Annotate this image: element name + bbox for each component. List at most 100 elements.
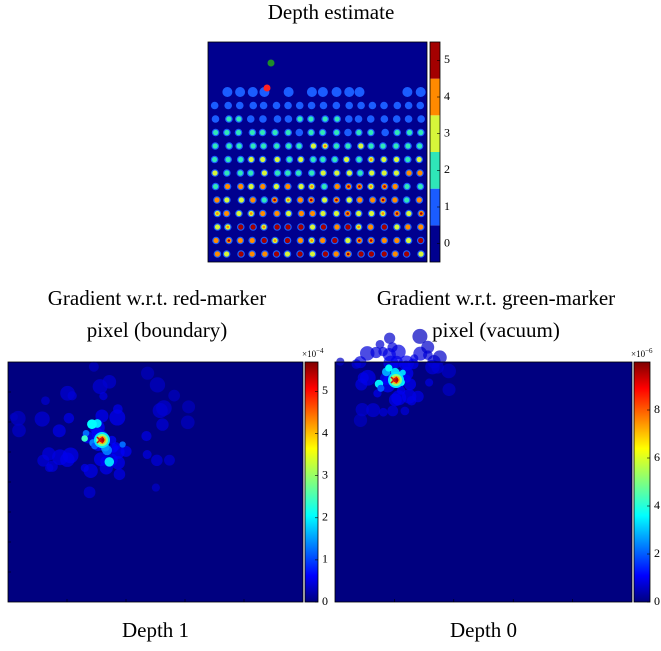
depth-blob-core: [250, 239, 254, 242]
depth-blob-core: [225, 198, 229, 202]
depth-blob-core: [272, 129, 278, 136]
colorbar-gradient: [305, 362, 318, 602]
depth-blob-core: [335, 171, 339, 175]
gradient-haze: [95, 409, 109, 423]
depth-blob-core: [274, 143, 280, 149]
depth-blob: [402, 87, 413, 97]
colorbar-frame: [633, 361, 651, 603]
gradient-haze: [140, 366, 155, 380]
depth-blob-core: [417, 198, 421, 202]
depth-blob-core: [299, 198, 302, 202]
depth-blob-core: [356, 156, 362, 163]
depth-blob-core: [419, 225, 423, 229]
depth-blob-core: [311, 225, 314, 229]
gradient-haze: [42, 447, 56, 461]
depth-blob-core: [273, 239, 277, 242]
depth-blob-core: [310, 239, 313, 242]
depth-blob-core: [309, 198, 313, 202]
colorbar-tick-label: 3: [322, 467, 328, 481]
plot-frame: [334, 361, 633, 603]
gradient-haze: [441, 363, 456, 379]
depth-blob: [404, 101, 413, 110]
depth-blob-core: [405, 156, 411, 163]
depth-blob-core: [405, 143, 411, 149]
gradient-haze: [60, 452, 75, 467]
depth-blob-core: [335, 185, 339, 188]
depth-blob-core: [212, 143, 218, 149]
gradient-haze: [168, 389, 181, 402]
gradient-blob: [81, 435, 88, 442]
plot-frame: [7, 361, 304, 603]
depth-blob-core: [215, 198, 219, 202]
depth-blob-core: [286, 239, 289, 242]
depth-blob: [235, 101, 244, 110]
depth-blob: [249, 101, 258, 110]
gradient-haze: [425, 378, 434, 387]
chart-title: pixel (vacuum): [432, 318, 560, 342]
depth-blob-core: [405, 252, 408, 256]
depth-blob: [381, 128, 389, 137]
gradient-haze: [156, 418, 169, 431]
depth-blob-core: [297, 116, 303, 122]
depth-blob-core: [381, 198, 385, 202]
colorbar-segment: [430, 188, 440, 226]
depth-blob-core: [248, 170, 254, 176]
depth-blob: [404, 115, 413, 123]
depth-blob-core: [417, 158, 421, 161]
gradient-haze: [401, 360, 411, 370]
depth-blob-core: [345, 158, 348, 161]
gradient-haze: [99, 391, 108, 401]
multiplier-exponent: −6: [645, 347, 653, 355]
depth-blob-core: [346, 239, 350, 242]
depth-blob-core: [237, 212, 241, 215]
gradient-haze: [120, 445, 132, 457]
gradient-haze: [182, 400, 196, 414]
gradient-blob: [87, 419, 97, 430]
chart-title: Gradient w.r.t. green-marker: [377, 286, 615, 310]
depth-blob-core: [310, 156, 316, 163]
depth-blob-core: [250, 143, 256, 149]
depth-blob-core: [323, 144, 327, 148]
depth-blob-core: [226, 225, 230, 229]
gradient-haze: [46, 460, 58, 472]
depth-blob-core: [261, 185, 265, 188]
depth-blob: [368, 101, 377, 110]
depth-blob-core: [382, 171, 386, 175]
gradient-haze: [152, 403, 168, 419]
colorbar-multiplier: ×10−6: [631, 347, 653, 359]
gradient-haze: [421, 340, 435, 354]
depth-blob: [211, 115, 220, 123]
gradient-haze: [113, 468, 126, 481]
depth-blob-core: [382, 252, 386, 256]
depth-blob-core: [335, 198, 338, 202]
depth-blob-core: [417, 183, 423, 190]
chart-title: Depth estimate: [268, 0, 395, 24]
depth-blob-core: [213, 129, 219, 136]
colorbar-segment: [430, 225, 440, 262]
colorbar-tick-label: 2: [654, 546, 660, 560]
depth-blob-core: [407, 239, 410, 242]
depth-blob-core: [395, 212, 399, 215]
depth-blob-core: [369, 225, 372, 229]
gradient-haze: [355, 402, 369, 417]
gradient-haze: [60, 385, 75, 401]
depth-blob: [357, 101, 365, 110]
depth-blob-core: [324, 252, 327, 256]
depth-blob: [272, 101, 281, 110]
depth-blob-core: [312, 144, 315, 148]
depth-blob-core: [249, 129, 256, 136]
colorbar-segment: [430, 115, 440, 152]
gradient-haze: [360, 369, 376, 386]
x-axis-label: Depth 1: [122, 618, 189, 642]
gradient-haze: [52, 424, 66, 438]
colorbar-tick-label: 0: [654, 594, 660, 608]
gradient-haze: [404, 378, 417, 391]
depth-blob-core: [418, 171, 422, 175]
depth-blob-core: [345, 143, 351, 149]
depth-blob: [283, 87, 294, 97]
depth-blob-core: [261, 212, 265, 215]
depth-blob-core: [419, 239, 423, 242]
red-marker: [263, 84, 271, 92]
gradient-haze: [109, 409, 126, 426]
multiplier-base: ×10: [302, 349, 317, 359]
